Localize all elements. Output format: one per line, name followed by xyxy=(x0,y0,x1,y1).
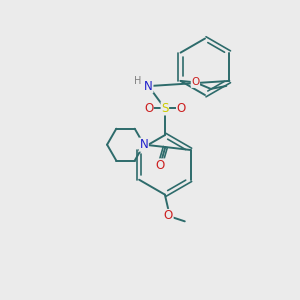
Text: O: O xyxy=(177,102,186,115)
Text: H: H xyxy=(134,76,141,86)
Text: N: N xyxy=(140,138,148,151)
Text: N: N xyxy=(144,80,153,93)
Text: O: O xyxy=(191,77,200,87)
Text: O: O xyxy=(155,159,165,172)
Text: S: S xyxy=(161,102,169,115)
Text: O: O xyxy=(164,209,173,223)
Text: O: O xyxy=(144,102,153,115)
